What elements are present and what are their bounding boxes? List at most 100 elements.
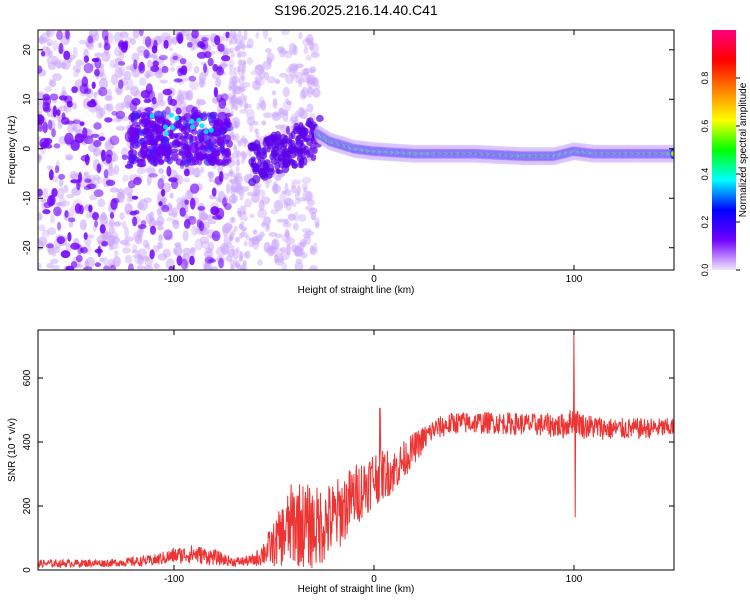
- spectrogram-blob: [105, 179, 116, 187]
- spectrogram-blob: [241, 150, 246, 157]
- spectrogram-blob: [168, 47, 174, 52]
- spectrogram-blob: [97, 198, 106, 208]
- spectrogram-blob: [237, 40, 246, 50]
- spectrogram-blob: [263, 241, 271, 253]
- spectrogram-blob: [232, 34, 237, 41]
- spectrogram-blob: [236, 236, 241, 243]
- spectrogram-blob: [38, 155, 43, 161]
- spectrogram-blob: [211, 230, 221, 242]
- spectrogram-blob: [174, 103, 182, 109]
- spectrogram-blob: [273, 199, 284, 212]
- spectrogram-blob: [258, 167, 263, 176]
- spectrogram-blob: [228, 59, 235, 67]
- spectrogram-blob: [241, 75, 246, 82]
- spectrogram-blob: [301, 71, 311, 83]
- spectrogram-blob: [93, 189, 104, 198]
- spectrogram-blob: [131, 195, 139, 200]
- spectrogram-blob: [98, 86, 108, 97]
- spectrogram-blob: [234, 39, 243, 45]
- spectrogram-blob: [146, 167, 157, 175]
- spectrogram-blob: [78, 39, 87, 45]
- spectrogram-blob: [112, 197, 120, 204]
- spectrogram-blob: [289, 140, 296, 146]
- spectrogram-blob: [302, 187, 308, 193]
- spectrogram-blob: [163, 131, 169, 137]
- spectrogram-blob: [100, 149, 106, 162]
- spectrogram-blob: [41, 229, 50, 238]
- spectrogram-blob: [233, 72, 238, 79]
- spectrogram-blob: [72, 126, 78, 131]
- spectrogram-blob: [67, 232, 72, 242]
- spectrogram-blob: [47, 119, 53, 131]
- spectrogram-blob: [228, 162, 233, 169]
- spectrogram-blob: [284, 189, 292, 197]
- spectrogram-blob: [244, 198, 253, 208]
- spectrogram-blob: [243, 101, 249, 112]
- spectrogram-blob: [226, 139, 233, 148]
- spectrogram-blob: [196, 99, 207, 106]
- spectrogram-blob: [223, 158, 232, 164]
- spectrogram-blob: [286, 243, 291, 256]
- spectrogram-blob: [242, 210, 247, 217]
- spectrogram-blob: [174, 115, 180, 121]
- spectrogram-blob: [208, 172, 214, 183]
- spectrogram-blob: [229, 64, 234, 71]
- spectrogram-blob: [230, 110, 235, 117]
- spectrogram-blob: [291, 160, 298, 169]
- spectrogram-blob: [185, 189, 193, 200]
- spectrogram-blob: [234, 187, 239, 194]
- spectrogram-blob: [671, 152, 674, 156]
- colorbar-label: Normalized spectral amplitude: [738, 82, 749, 217]
- spectrogram-blob: [93, 91, 98, 99]
- spectrogram-blob: [70, 261, 78, 268]
- spectrogram-blob: [234, 259, 241, 268]
- snr-frame: [37, 329, 675, 571]
- spectrogram-blob: [229, 69, 234, 76]
- spectrogram-blob: [236, 160, 241, 167]
- spectrogram-blob: [52, 105, 57, 118]
- spectrogram-blob: [232, 90, 237, 97]
- spectrogram-blob: [147, 59, 153, 69]
- spectrogram-blob: [257, 208, 268, 219]
- spectrogram-blob: [137, 50, 145, 57]
- spectrogram-blob: [242, 61, 247, 68]
- spectrogram-blob: [219, 130, 226, 136]
- spectrogram-blob: [252, 229, 258, 235]
- spectrogram-blob: [189, 197, 196, 210]
- spectrogram-blob: [74, 133, 85, 144]
- spectrogram-blob: [115, 110, 126, 120]
- spectrogram-blob: [201, 37, 209, 42]
- spectrogram-blob: [178, 68, 185, 73]
- spectrogram-blob: [56, 221, 62, 231]
- spectrogram-blob: [236, 44, 241, 51]
- spectrogram-blob: [175, 107, 182, 115]
- spectrogram-blob: [230, 52, 235, 59]
- spectrogram-blob: [157, 134, 165, 142]
- spectrogram-blob: [98, 42, 103, 48]
- spectrogram-blob: [237, 150, 242, 157]
- spectrogram-blob: [302, 190, 312, 202]
- spectrogram-blob: [299, 108, 309, 113]
- spectrogram-blob: [78, 172, 83, 183]
- spectrogram-blob: [239, 205, 244, 212]
- spectrogram-blob: [132, 129, 140, 134]
- spectrogram-blob: [149, 225, 157, 235]
- spectrogram-blob: [172, 36, 178, 46]
- spectrogram-blob: [238, 172, 243, 179]
- spectrogram-blob: [277, 46, 286, 53]
- spectrogram-blob: [293, 71, 304, 78]
- spectrogram-blob: [297, 77, 303, 88]
- spectrogram-blob: [262, 30, 269, 39]
- spectrogram-blob: [176, 197, 184, 204]
- spectrogram-blob: [164, 114, 171, 120]
- spectrogram-blob: [83, 232, 88, 240]
- spectrogram-blob: [168, 265, 175, 270]
- spectrogram-blob: [51, 188, 58, 197]
- spectrogram-blob: [251, 193, 260, 204]
- spectrogram-blob: [189, 118, 195, 124]
- spectrogram-blob: [316, 114, 324, 122]
- spectrogram-blob: [38, 36, 48, 44]
- spectrogram-blob: [174, 242, 182, 248]
- spectrogram-blob: [308, 77, 318, 85]
- spectrogram-blob: [94, 262, 102, 268]
